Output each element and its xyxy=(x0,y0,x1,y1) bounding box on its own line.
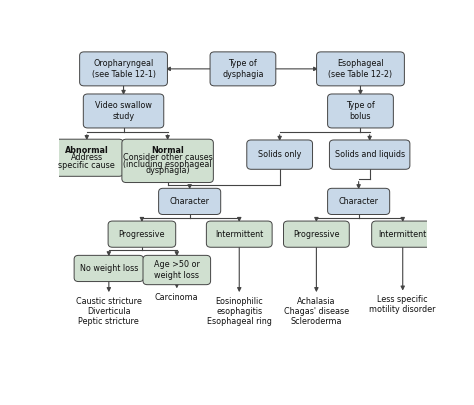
FancyBboxPatch shape xyxy=(83,94,164,128)
Text: No weight loss: No weight loss xyxy=(80,264,138,273)
Text: Character: Character xyxy=(338,197,379,206)
Text: Type of
dysphagia: Type of dysphagia xyxy=(222,59,264,79)
Text: Progressive: Progressive xyxy=(118,230,165,239)
FancyBboxPatch shape xyxy=(247,140,312,169)
FancyBboxPatch shape xyxy=(328,188,390,215)
Text: Achalasia
Chagas' disease
Scleroderma: Achalasia Chagas' disease Scleroderma xyxy=(284,296,349,326)
FancyBboxPatch shape xyxy=(328,94,393,128)
FancyBboxPatch shape xyxy=(108,221,176,247)
Text: Caustic stricture
Diverticula
Peptic stricture: Caustic stricture Diverticula Peptic str… xyxy=(76,296,142,326)
FancyBboxPatch shape xyxy=(159,188,221,215)
Text: Solids only: Solids only xyxy=(258,150,301,159)
FancyBboxPatch shape xyxy=(122,139,213,183)
FancyBboxPatch shape xyxy=(283,221,349,247)
Text: Carcinoma: Carcinoma xyxy=(155,293,199,303)
Text: Oropharyngeal
(see Table 12-1): Oropharyngeal (see Table 12-1) xyxy=(91,59,155,79)
Text: Progressive: Progressive xyxy=(293,230,340,239)
Text: Type of
bolus: Type of bolus xyxy=(346,101,375,121)
Text: Age >50 or
weight loss: Age >50 or weight loss xyxy=(154,260,200,280)
Text: Character: Character xyxy=(170,197,210,206)
FancyBboxPatch shape xyxy=(80,52,167,86)
Text: Intermittent: Intermittent xyxy=(379,230,427,239)
Text: Abnormal: Abnormal xyxy=(65,146,109,155)
Text: Less specific
motility disorder: Less specific motility disorder xyxy=(369,295,436,314)
Text: Normal: Normal xyxy=(151,146,184,155)
FancyBboxPatch shape xyxy=(210,52,276,86)
Text: Address: Address xyxy=(71,153,103,162)
Text: Consider other causes: Consider other causes xyxy=(123,153,212,162)
FancyBboxPatch shape xyxy=(143,256,210,285)
Text: Esophageal
(see Table 12-2): Esophageal (see Table 12-2) xyxy=(328,59,392,79)
FancyBboxPatch shape xyxy=(317,52,404,86)
Text: dysphagia): dysphagia) xyxy=(146,166,190,175)
Text: specific cause: specific cause xyxy=(58,161,115,170)
FancyBboxPatch shape xyxy=(372,221,434,247)
Text: (including esophageal: (including esophageal xyxy=(123,160,212,169)
FancyBboxPatch shape xyxy=(74,256,144,281)
FancyBboxPatch shape xyxy=(206,221,272,247)
FancyBboxPatch shape xyxy=(329,140,410,169)
FancyBboxPatch shape xyxy=(50,139,123,176)
Text: Solids and liquids: Solids and liquids xyxy=(335,150,405,159)
Text: Video swallow
study: Video swallow study xyxy=(95,101,152,121)
Text: Intermittent: Intermittent xyxy=(215,230,264,239)
Text: Eosinophilic
esophagitis
Esophageal ring: Eosinophilic esophagitis Esophageal ring xyxy=(207,296,272,326)
